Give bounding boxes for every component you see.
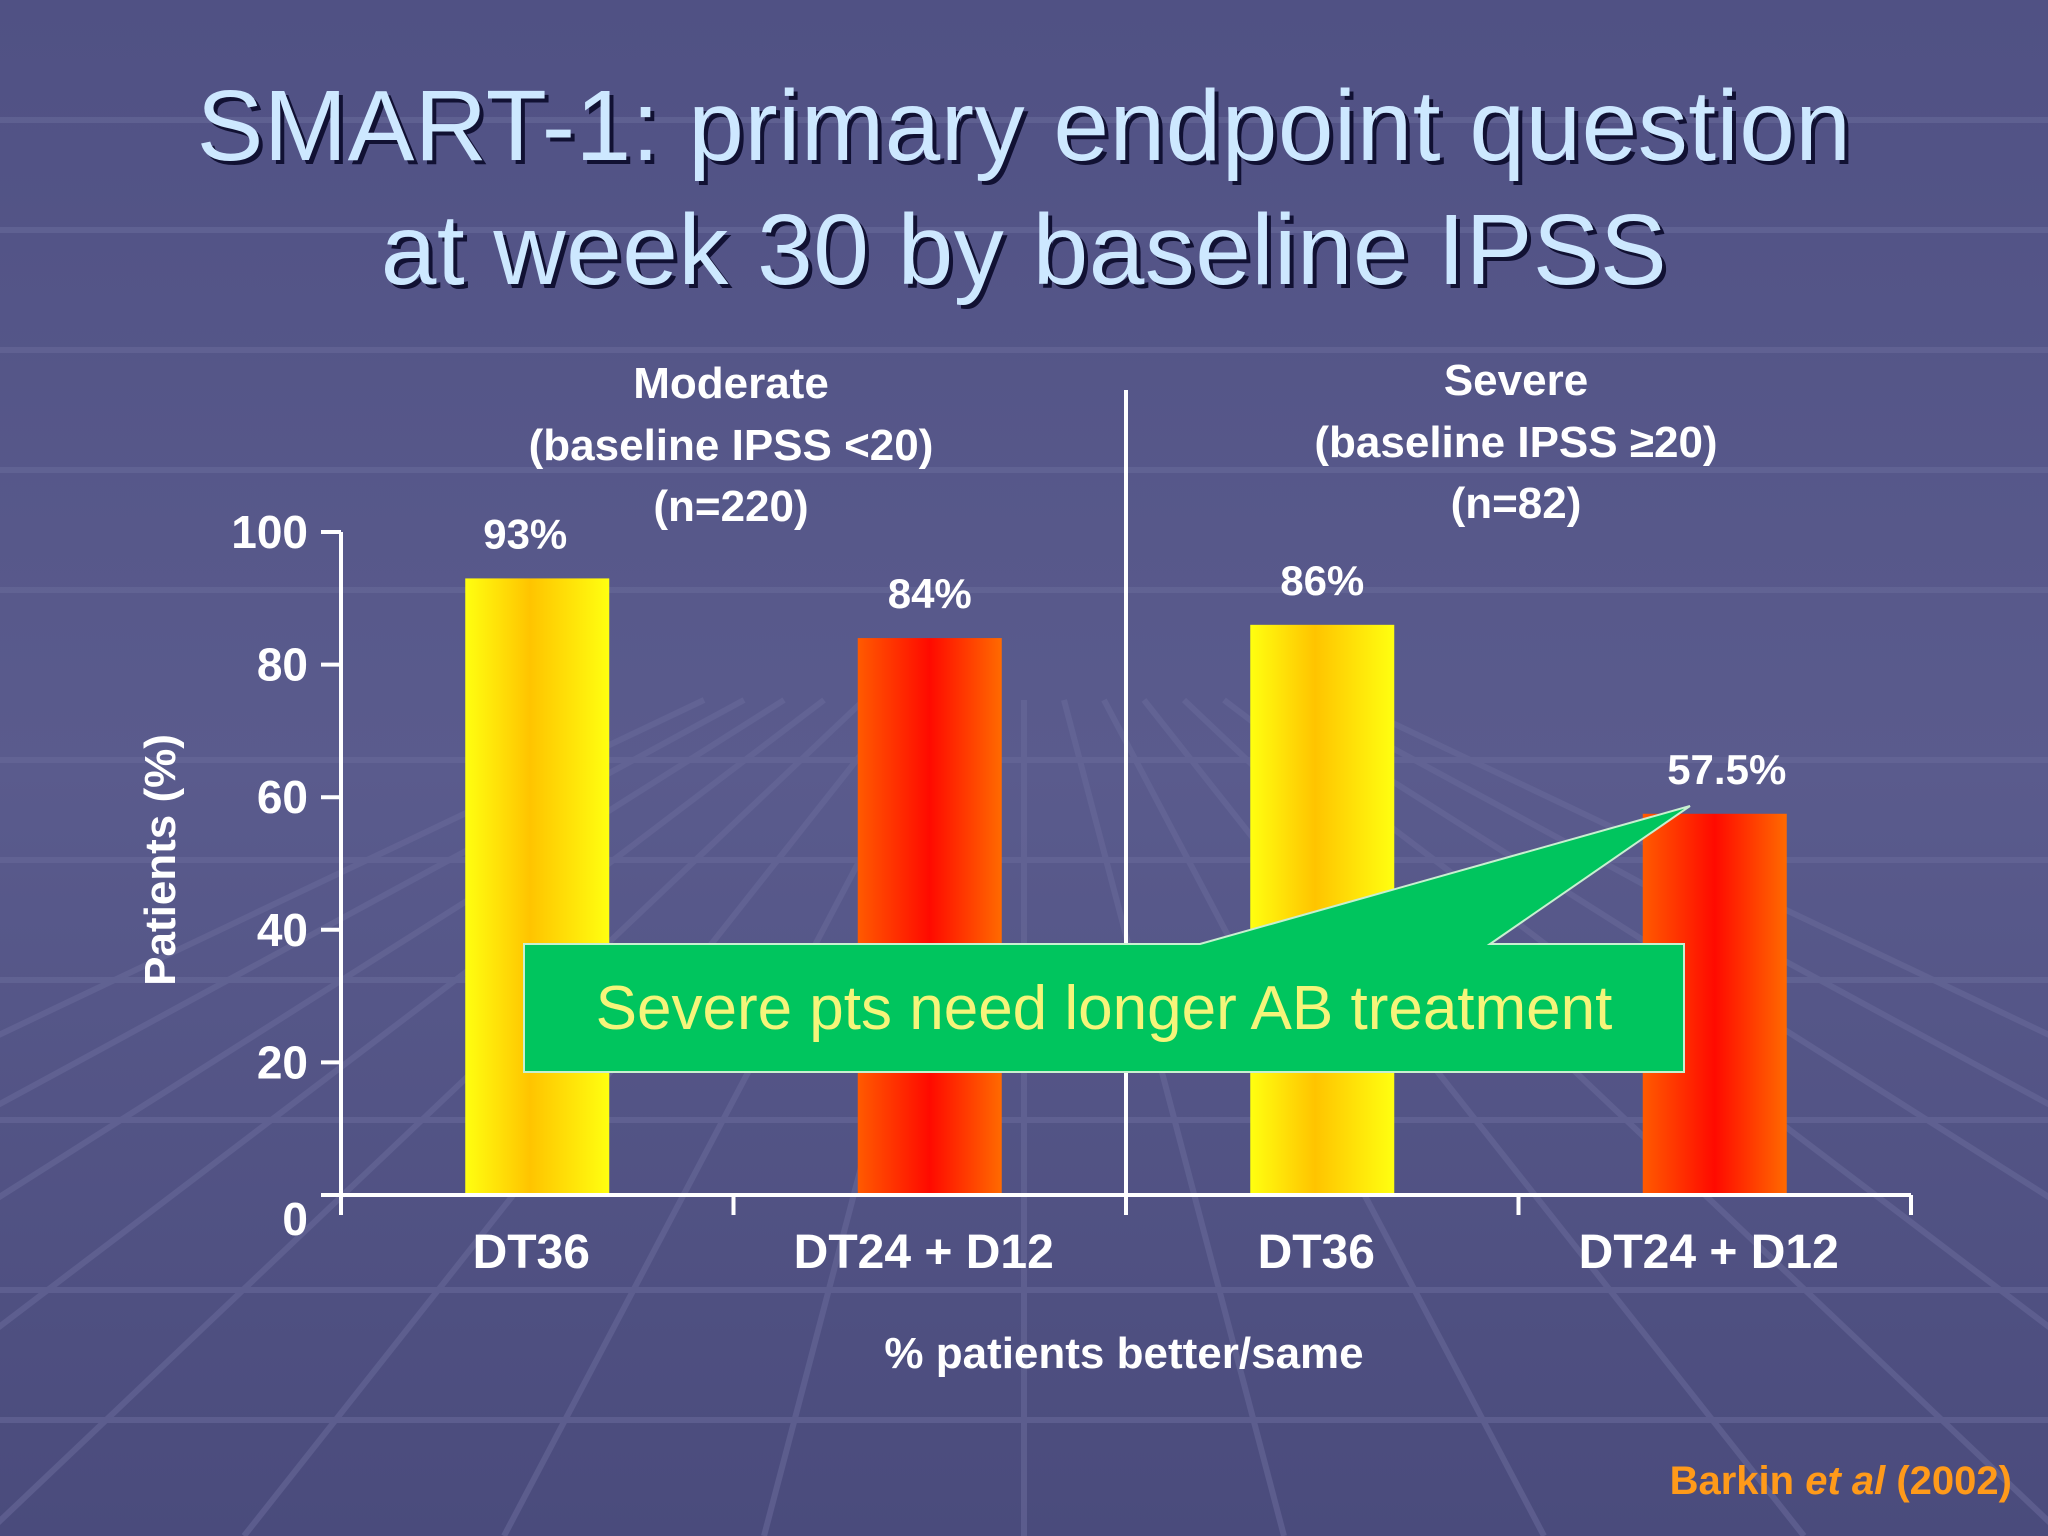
citation: Barkin et al (2002) [1670,1459,2012,1504]
y-tick-label: 100 [231,506,308,558]
y-tick-label: 40 [257,904,308,956]
x-tick-label: DT36 [1258,1226,1375,1279]
bar-moderate-dt24-d12 [857,638,1002,1195]
group-severe-heading: Severe [1444,356,1588,405]
y-tick-label: 60 [257,771,308,823]
y-axis-label: Patients (%) [136,734,185,986]
bg-grid-line [1302,697,2048,1108]
group-moderate-heading: Moderate [633,359,829,408]
y-tick-label: 0 [282,1193,308,1245]
data-label: 93% [483,510,567,557]
slide-title: SMART-1: primary endpoint question at we… [0,64,2048,312]
bar-moderate-dt36 [465,578,610,1195]
citation-author: Barkin [1669,1459,1806,1503]
title-line-2: at week 30 by baseline IPSS [380,194,1668,306]
group-severe-subheading: (baseline IPSS ≥20) [1314,418,1717,467]
group-severe-n: (n=82) [1451,479,1582,528]
x-axis-label: % patients better/same [884,1329,1363,1378]
callout-text: Severe pts need longer AB treatment [595,973,1613,1043]
data-label: 84% [888,570,972,617]
x-tick-label: DT24 + D12 [1579,1226,1839,1279]
x-tick-label: DT24 + D12 [794,1226,1054,1279]
citation-year: (2002) [1885,1459,2012,1503]
x-tick-label: DT36 [473,1226,590,1279]
data-label: 86% [1280,557,1364,604]
group-moderate-n: (n=220) [653,482,808,531]
title-line-1: SMART-1: primary endpoint question [196,70,1852,182]
citation-etal: et al [1805,1459,1886,1503]
data-label: 57.5% [1667,746,1786,793]
bg-grid-line [0,697,706,1038]
callout-box [523,805,1691,1073]
y-tick-label: 20 [257,1036,308,1088]
group-moderate-subheading: (baseline IPSS <20) [529,421,934,470]
y-tick-label: 80 [257,639,308,691]
